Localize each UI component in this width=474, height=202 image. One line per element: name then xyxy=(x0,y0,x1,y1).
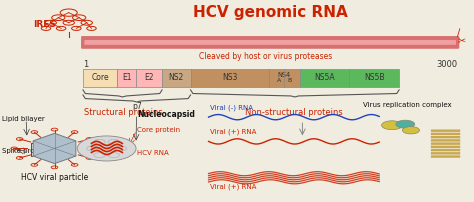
Circle shape xyxy=(382,121,402,130)
Text: B: B xyxy=(288,78,292,83)
FancyBboxPatch shape xyxy=(431,136,460,138)
Text: Virus replication complex: Virus replication complex xyxy=(364,102,452,108)
Text: Lipid bilayer: Lipid bilayer xyxy=(2,116,45,122)
Text: Viral (+) RNA: Viral (+) RNA xyxy=(210,129,256,135)
FancyBboxPatch shape xyxy=(300,69,349,87)
FancyBboxPatch shape xyxy=(349,69,399,87)
Text: A: A xyxy=(276,78,281,83)
Text: IRES: IRES xyxy=(34,20,56,29)
FancyBboxPatch shape xyxy=(191,69,269,87)
Text: Structural proteins: Structural proteins xyxy=(84,108,163,117)
Text: HCV viral particle: HCV viral particle xyxy=(21,173,88,182)
FancyBboxPatch shape xyxy=(162,69,191,87)
Text: NS2: NS2 xyxy=(169,73,184,82)
FancyBboxPatch shape xyxy=(431,149,460,151)
FancyBboxPatch shape xyxy=(431,152,460,155)
Text: Cleaved by host or virus proteases: Cleaved by host or virus proteases xyxy=(199,52,332,61)
Text: Viral (-) RNA: Viral (-) RNA xyxy=(210,105,253,111)
Polygon shape xyxy=(33,133,76,164)
FancyBboxPatch shape xyxy=(431,155,460,158)
Text: E1: E1 xyxy=(122,73,131,82)
Text: NS3: NS3 xyxy=(222,73,237,82)
Text: Core protein: Core protein xyxy=(137,127,181,133)
FancyBboxPatch shape xyxy=(431,133,460,135)
Text: E1: E1 xyxy=(33,141,42,147)
Text: Viral (+) RNA: Viral (+) RNA xyxy=(210,184,256,190)
Text: p7: p7 xyxy=(133,102,142,111)
Text: NS5B: NS5B xyxy=(364,73,384,82)
Text: NS5A: NS5A xyxy=(314,73,335,82)
Circle shape xyxy=(396,120,415,128)
FancyBboxPatch shape xyxy=(117,69,136,87)
Text: E2: E2 xyxy=(33,152,42,158)
Text: Non-structural proteins: Non-structural proteins xyxy=(245,108,343,117)
Text: HCV RNA: HCV RNA xyxy=(137,149,169,156)
Text: ✂: ✂ xyxy=(458,35,466,45)
FancyBboxPatch shape xyxy=(136,69,162,87)
FancyBboxPatch shape xyxy=(269,69,300,87)
Text: 1: 1 xyxy=(83,60,88,69)
FancyBboxPatch shape xyxy=(431,139,460,142)
Text: E2: E2 xyxy=(144,73,154,82)
Circle shape xyxy=(402,127,419,134)
Text: 3000: 3000 xyxy=(436,60,457,69)
FancyBboxPatch shape xyxy=(81,36,459,49)
FancyBboxPatch shape xyxy=(431,146,460,148)
Text: HCV genomic RNA: HCV genomic RNA xyxy=(193,5,347,20)
FancyBboxPatch shape xyxy=(84,40,456,45)
Circle shape xyxy=(77,136,136,161)
FancyBboxPatch shape xyxy=(431,129,460,132)
Text: Nucleocapsid: Nucleocapsid xyxy=(137,110,195,119)
FancyBboxPatch shape xyxy=(431,142,460,145)
Text: NS4: NS4 xyxy=(278,72,291,78)
FancyBboxPatch shape xyxy=(83,69,117,87)
Text: Core: Core xyxy=(91,73,109,82)
Text: Spike proteins: Spike proteins xyxy=(2,148,52,155)
